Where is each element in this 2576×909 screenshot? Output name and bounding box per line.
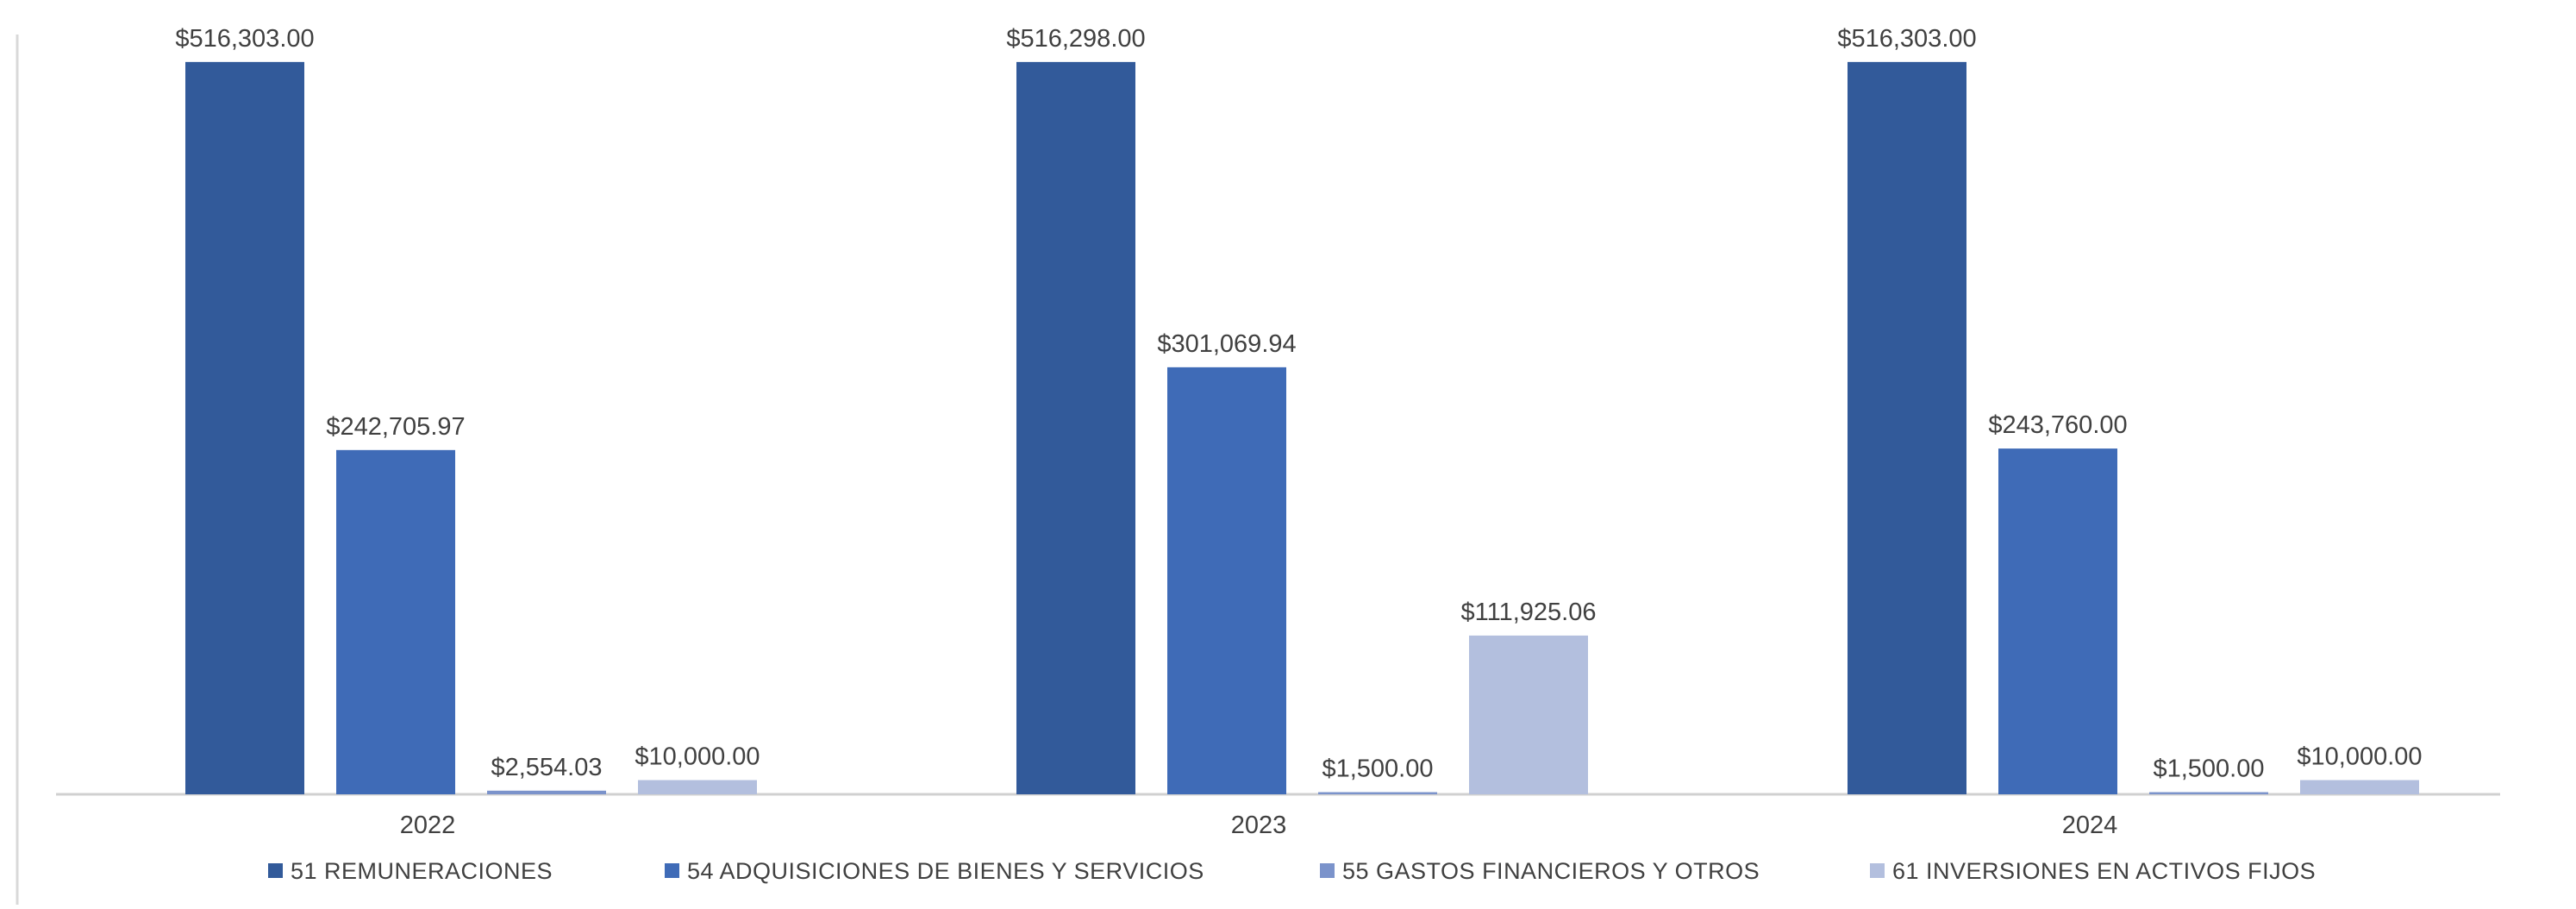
data-label: $301,069.94 bbox=[1157, 330, 1296, 358]
legend-label: 51 REMUNERACIONES bbox=[291, 858, 553, 884]
legend-swatch bbox=[1870, 863, 1885, 878]
bar bbox=[185, 61, 304, 794]
bar bbox=[2300, 780, 2419, 794]
data-label: $111,925.06 bbox=[1461, 599, 1597, 626]
data-label: $516,298.00 bbox=[1006, 25, 1145, 53]
legend-item: 61 INVERSIONES EN ACTIVOS FIJOS bbox=[1870, 858, 2316, 884]
data-label: $1,500.00 bbox=[2153, 755, 2264, 783]
x-tick-label: 2024 bbox=[2062, 812, 2118, 839]
legend-label: 61 INVERSIONES EN ACTIVOS FIJOS bbox=[1892, 858, 2316, 884]
bar bbox=[1167, 367, 1286, 794]
bar bbox=[1848, 61, 1966, 794]
bar bbox=[1016, 61, 1135, 794]
bar bbox=[487, 790, 606, 794]
bar bbox=[638, 780, 757, 794]
data-label: $2,554.03 bbox=[491, 754, 602, 781]
x-tick-label: 2022 bbox=[400, 812, 456, 839]
x-tick-label: 2023 bbox=[1231, 812, 1287, 839]
data-label: $516,303.00 bbox=[175, 25, 314, 53]
legend-swatch bbox=[268, 863, 283, 878]
bar bbox=[1998, 448, 2117, 794]
data-label: $516,303.00 bbox=[1837, 25, 1976, 53]
data-label: $1,500.00 bbox=[1322, 755, 1433, 783]
legend-item: 51 REMUNERACIONES bbox=[268, 858, 553, 884]
legend-item: 54 ADQUISICIONES DE BIENES Y SERVICIOS bbox=[665, 858, 1204, 884]
bar bbox=[1469, 635, 1588, 794]
bars-group bbox=[185, 61, 2419, 794]
data-label: $10,000.00 bbox=[2297, 743, 2422, 771]
bar bbox=[336, 449, 455, 794]
data-label: $10,000.00 bbox=[635, 743, 760, 771]
legend-swatch bbox=[1320, 863, 1335, 878]
bar bbox=[2149, 792, 2268, 794]
data-labels-group: $516,303.00 $516,298.00 $516,303.00 $242,70… bbox=[175, 25, 2422, 783]
x-tick-labels-group: 2022 2023 2024 bbox=[400, 812, 2118, 839]
data-label: $243,760.00 bbox=[1988, 411, 2127, 439]
legend-label: 55 GASTOS FINANCIEROS Y OTROS bbox=[1342, 858, 1760, 884]
legend-label: 54 ADQUISICIONES DE BIENES Y SERVICIOS bbox=[687, 858, 1204, 884]
legend: 51 REMUNERACIONES 54 ADQUISICIONES DE BIE… bbox=[268, 858, 2316, 884]
legend-swatch bbox=[665, 863, 679, 878]
legend-item: 55 GASTOS FINANCIEROS Y OTROS bbox=[1320, 858, 1760, 884]
data-label: $242,705.97 bbox=[326, 413, 465, 441]
bar bbox=[1318, 792, 1437, 794]
